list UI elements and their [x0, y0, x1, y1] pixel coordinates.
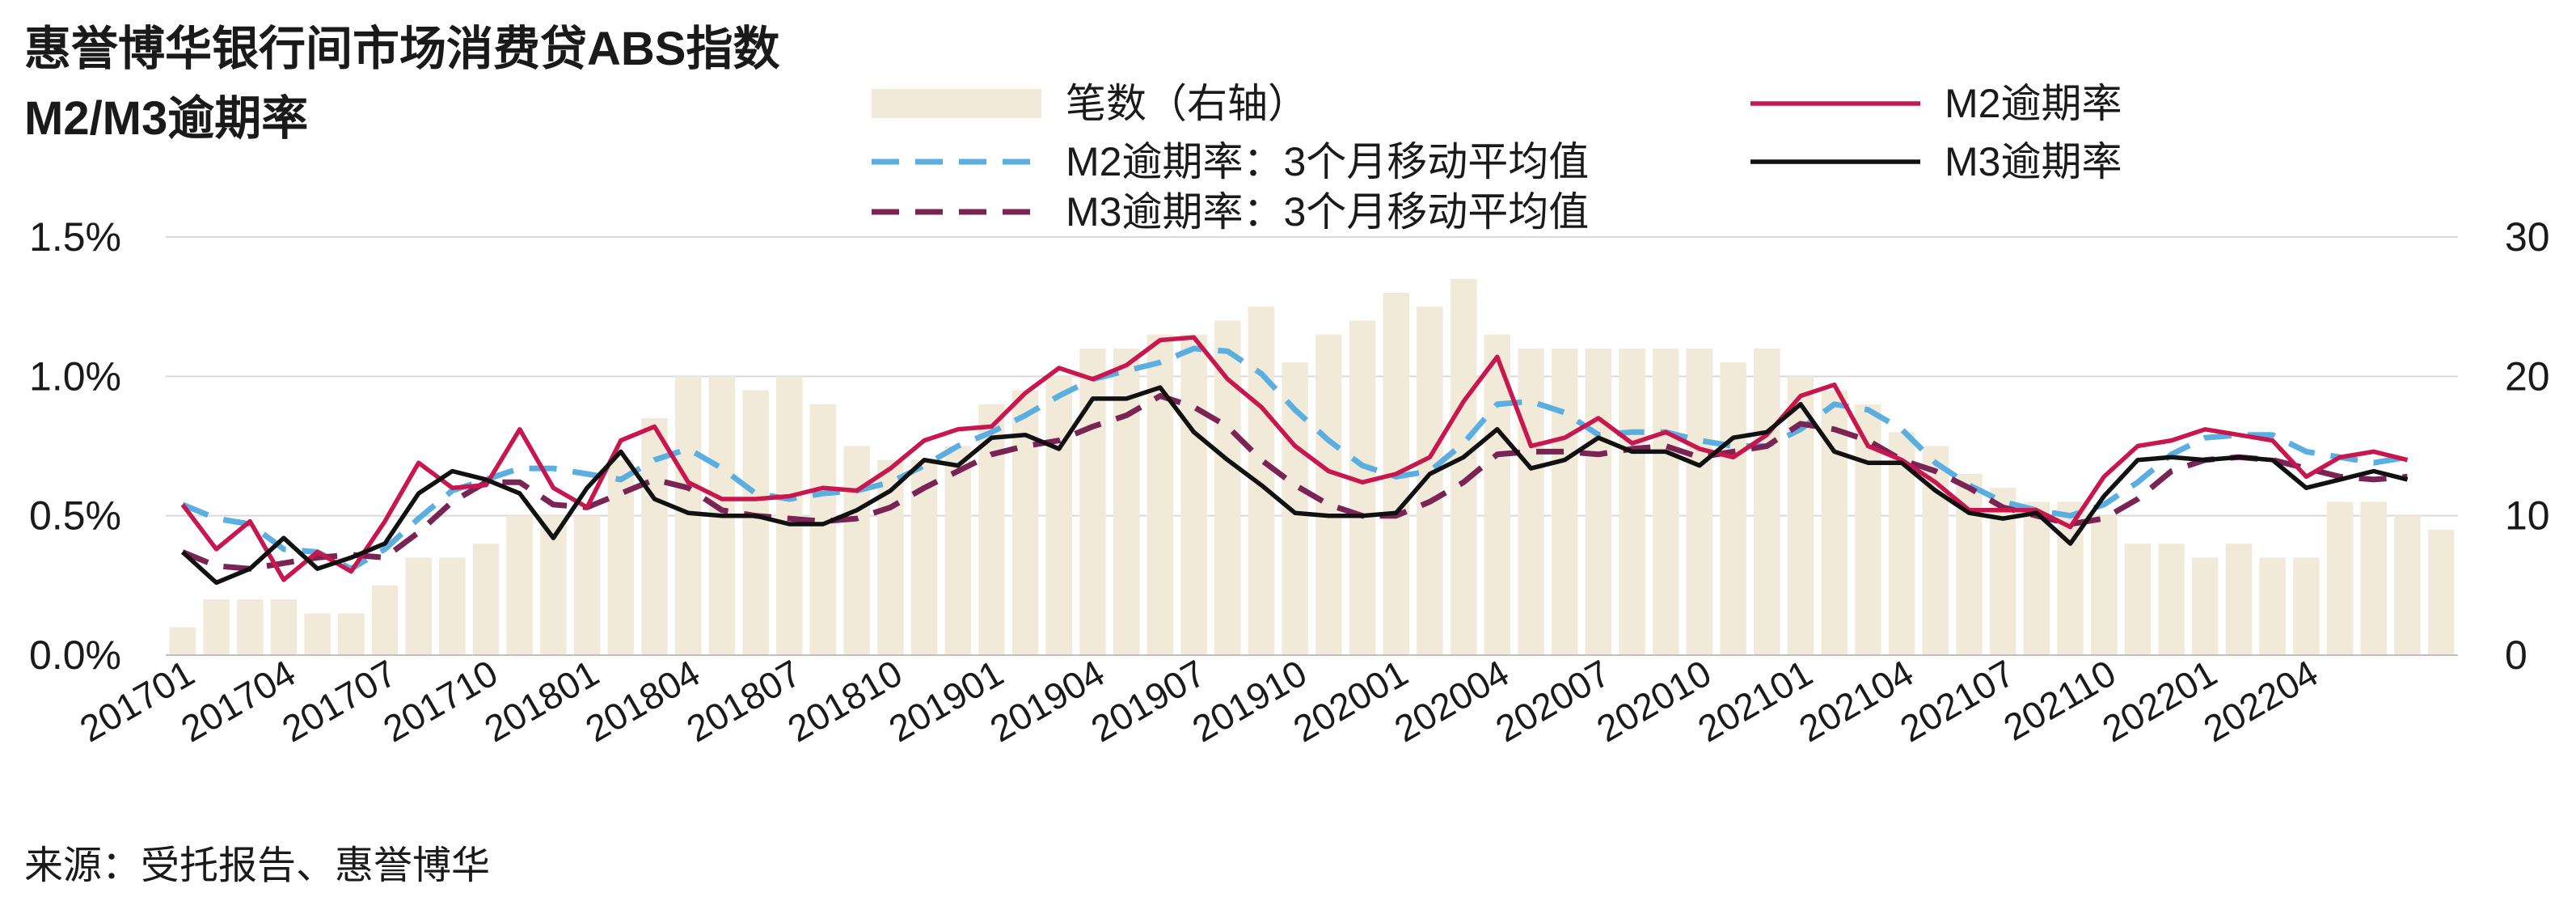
bar	[978, 404, 1005, 655]
bar	[2023, 501, 2050, 655]
x-tick-label: 202004	[1387, 652, 1516, 751]
x-tick-label: 202010	[1590, 652, 1718, 751]
bar	[169, 627, 196, 655]
x-tick-label: 202104	[1792, 652, 1920, 751]
bar	[1518, 348, 1544, 655]
bar	[304, 613, 331, 655]
series-line-m2	[180, 335, 2409, 582]
legend-label: M3逾期率	[1945, 139, 2122, 184]
bar	[236, 599, 264, 655]
bar	[1417, 307, 1443, 655]
source-note: 来源：受托报告、惠誉博华	[24, 844, 491, 887]
bar	[809, 404, 837, 655]
bar	[2394, 515, 2421, 655]
bar	[2326, 501, 2354, 655]
y-left-tick-label: 1.5%	[29, 214, 121, 260]
x-tick-label: 201810	[780, 652, 909, 751]
bar	[1652, 348, 1679, 655]
title-line-2: M2/M3逾期率	[24, 92, 309, 145]
legend-label: 笔数（右轴）	[1066, 81, 1308, 126]
x-tick-label: 201907	[1084, 652, 1213, 751]
bar	[1551, 348, 1578, 655]
x-tick-label: 201807	[679, 652, 808, 751]
y-right-tick-label: 30	[2505, 214, 2550, 260]
bar	[1349, 320, 1376, 655]
y-right-tick-label: 0	[2505, 632, 2527, 678]
bar	[1720, 362, 1746, 655]
bar	[1619, 348, 1645, 655]
x-tick-label: 201704	[174, 652, 302, 751]
series-line-m2_ma	[181, 345, 2409, 572]
bar	[1315, 334, 1342, 655]
bar	[270, 599, 298, 655]
legend-label: M2逾期率：3个月移动平均值	[1066, 139, 1589, 184]
bar	[2192, 557, 2219, 655]
line-series	[180, 335, 2409, 586]
bar	[1045, 376, 1073, 655]
bar	[1450, 278, 1477, 655]
bar	[405, 557, 432, 655]
bar	[2124, 544, 2152, 655]
legend: 笔数（右轴） M2逾期率：3个月移动平均值 M3逾期率：3个月移动平均值 M2逾期率 M…	[872, 81, 2122, 235]
legend-label: M2逾期率	[1945, 81, 2122, 126]
bar	[2427, 529, 2455, 655]
bar	[203, 599, 230, 655]
bar	[2293, 557, 2320, 655]
bar	[472, 544, 500, 655]
x-tick-label: 201707	[275, 652, 403, 751]
bar	[1585, 348, 1612, 655]
legend-swatch-bar	[872, 89, 1041, 118]
x-tick-label: 202007	[1489, 652, 1617, 751]
x-tick-label: 201904	[983, 652, 1112, 751]
title-line-1: 惠誉博华银行间市场消费贷ABS指数	[24, 23, 780, 75]
x-tick-label: 201804	[578, 652, 707, 751]
x-tick-label: 202204	[2196, 652, 2325, 751]
bar	[2225, 544, 2253, 655]
series-line-m3	[180, 385, 2409, 586]
bar	[843, 446, 870, 655]
y-left-tick-label: 0.0%	[29, 632, 121, 678]
bar	[371, 585, 399, 655]
bar	[1147, 334, 1174, 655]
bar	[338, 613, 365, 655]
y-right-tick-label: 20	[2505, 353, 2550, 399]
y-left-tick-label: 0.5%	[29, 493, 121, 539]
x-tick-label: 201801	[477, 652, 606, 751]
x-tick-label: 202001	[1286, 652, 1415, 751]
x-tick-label: 202107	[1893, 652, 2021, 751]
x-tick-label: 201901	[881, 652, 1010, 751]
y-left-tick-label: 1.0%	[29, 353, 121, 399]
bar	[2360, 501, 2388, 655]
x-tick-label: 202101	[1691, 652, 1819, 751]
bar	[1484, 334, 1511, 655]
bar	[1989, 488, 2016, 655]
bar	[2090, 515, 2118, 655]
x-tick-label: 202201	[2095, 652, 2223, 751]
legend-label: M3逾期率：3个月移动平均值	[1066, 189, 1589, 235]
x-tick-label: 201710	[376, 652, 505, 751]
y-right-tick-label: 10	[2505, 493, 2550, 539]
bar	[2158, 544, 2185, 655]
bar	[1754, 348, 1780, 655]
bar	[1180, 334, 1207, 655]
bar	[641, 418, 668, 655]
bar	[1011, 390, 1039, 655]
bar	[742, 390, 769, 655]
chart-title: 惠誉博华银行间市场消费贷ABS指数 M2/M3逾期率	[24, 15, 779, 154]
bar	[2259, 557, 2286, 655]
bar	[1079, 348, 1106, 655]
bar	[944, 446, 972, 655]
bar	[506, 515, 534, 655]
x-tick-label: 201910	[1185, 652, 1314, 751]
bar	[439, 557, 466, 655]
x-tick-label: 202110	[1996, 652, 2122, 749]
bar	[1686, 348, 1713, 655]
bar	[573, 515, 601, 655]
